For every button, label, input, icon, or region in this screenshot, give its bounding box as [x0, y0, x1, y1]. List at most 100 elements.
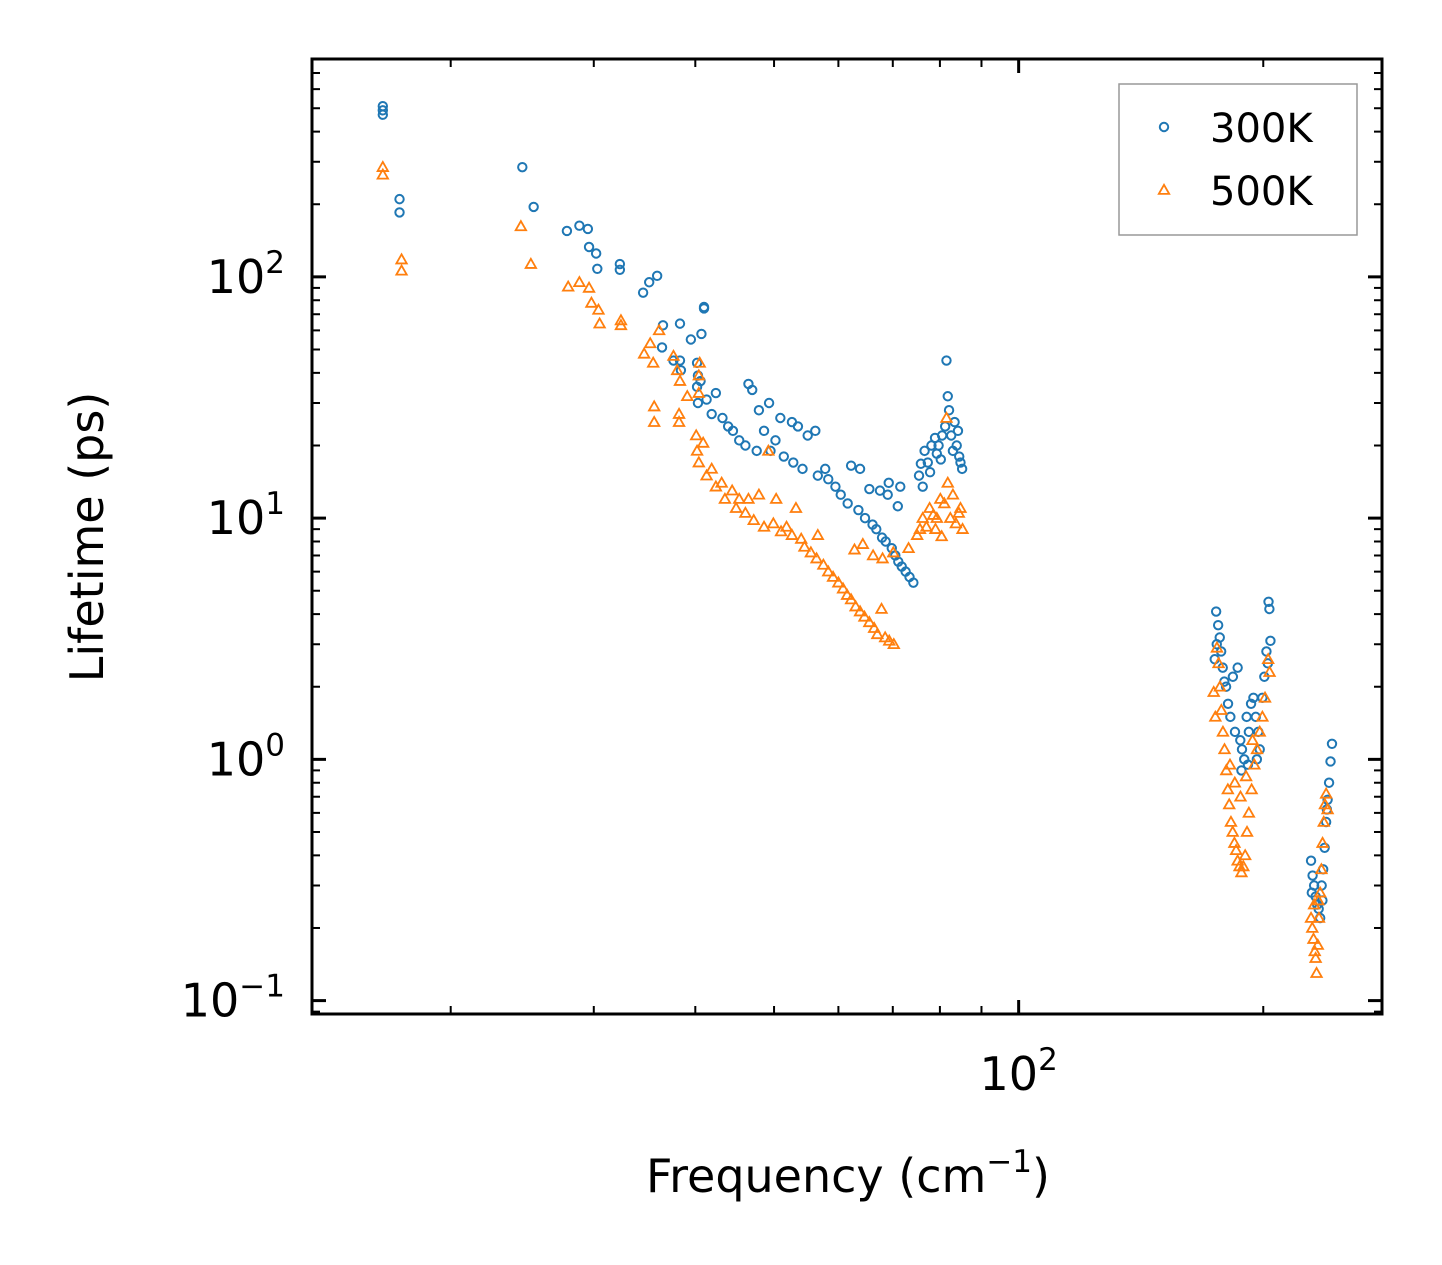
- series-500K: [376, 160, 1335, 978]
- data-point-500K: [882, 633, 896, 646]
- data-point-500K: [933, 491, 948, 504]
- data-point-300K: [696, 328, 707, 340]
- data-point-500K: [1315, 836, 1330, 848]
- data-point-300K: [1225, 711, 1236, 723]
- data-point-300K: [854, 463, 866, 475]
- data-point-500K: [1262, 665, 1277, 677]
- data-point-300K: [943, 405, 955, 416]
- data-point-500K: [797, 539, 812, 552]
- data-point-300K: [637, 287, 649, 298]
- data-point-300K: [394, 193, 405, 205]
- data-point-300K: [788, 457, 799, 468]
- data-point-300K: [955, 457, 966, 468]
- data-point-500K: [680, 389, 695, 402]
- data-point-300K: [1222, 698, 1234, 709]
- data-point-300K: [812, 470, 824, 481]
- data-point-300K: [1212, 619, 1224, 631]
- data-point-500K: [1210, 640, 1224, 653]
- data-point-500K: [1234, 865, 1249, 878]
- data-point-500K: [741, 491, 756, 504]
- data-point-500K: [853, 604, 867, 617]
- data-point-500K: [804, 545, 818, 558]
- data-point-300K: [942, 391, 953, 402]
- data-point-500K: [1258, 690, 1272, 703]
- data-point-500K: [1311, 937, 1325, 950]
- data-point-300K: [1232, 662, 1243, 673]
- data-point-300K: [842, 498, 853, 509]
- data-point-500K: [816, 557, 831, 570]
- data-point-500K: [1213, 679, 1227, 692]
- data-point-300K: [1264, 603, 1275, 615]
- data-point-300K: [1227, 671, 1239, 682]
- data-point-300K: [924, 466, 936, 478]
- data-point-300K: [919, 445, 930, 457]
- data-point-500K: [1229, 843, 1243, 856]
- data-point-500K: [831, 575, 846, 588]
- y-tick-label: 10−1: [181, 969, 285, 1028]
- data-point-300K: [1210, 606, 1222, 617]
- data-point-300K: [747, 384, 758, 396]
- data-point-500K: [1240, 824, 1254, 837]
- y-tick-label: 100: [207, 727, 285, 786]
- data-point-500K: [1250, 742, 1264, 755]
- data-point-300K: [674, 318, 686, 329]
- data-point-300K: [685, 334, 697, 345]
- axis-ticks: [312, 58, 1382, 1014]
- data-point-500K: [794, 531, 808, 544]
- data-point-500K: [1217, 742, 1232, 755]
- data-point-500K: [769, 491, 783, 504]
- data-point-300K: [698, 301, 710, 313]
- data-point-500K: [1309, 966, 1324, 978]
- data-point-500K: [857, 609, 872, 622]
- data-point-500K: [394, 252, 409, 265]
- data-point-500K: [1304, 910, 1318, 923]
- data-point-300K: [908, 577, 919, 588]
- data-point-500K: [670, 363, 684, 376]
- data-point-500K: [718, 491, 732, 504]
- data-point-500K: [761, 443, 776, 456]
- data-point-300K: [1236, 744, 1248, 755]
- data-point-500K: [646, 355, 660, 368]
- data-point-300K: [561, 225, 573, 237]
- data-point-300K: [820, 463, 831, 475]
- data-point-300K: [883, 477, 894, 489]
- data-point-300K: [517, 161, 528, 173]
- data-point-300K: [823, 473, 834, 485]
- data-point-300K: [880, 536, 891, 547]
- data-point-500K: [844, 592, 858, 605]
- data-point-500K: [1222, 797, 1236, 810]
- data-point-500K: [592, 316, 607, 329]
- data-point-300K: [394, 207, 405, 218]
- data-point-300K: [590, 248, 602, 259]
- data-point-500K: [821, 564, 835, 577]
- data-point-500K: [704, 461, 719, 474]
- data-point-300K: [1263, 596, 1274, 607]
- data-point-500K: [1308, 951, 1323, 963]
- data-point-500K: [928, 522, 943, 534]
- data-point-500K: [887, 637, 901, 650]
- plot-frame: [310, 57, 1384, 1016]
- data-point-300K: [954, 451, 965, 462]
- data-point-500K: [785, 528, 799, 540]
- data-point-500K: [1242, 805, 1256, 818]
- data-point-500K: [699, 468, 714, 481]
- data-point-500K: [1239, 769, 1253, 782]
- data-point-500K: [949, 516, 963, 529]
- data-point-500K: [1247, 757, 1262, 770]
- data-point-300K: [1214, 632, 1225, 643]
- data-point-500K: [1211, 656, 1226, 669]
- data-point-500K: [692, 368, 706, 381]
- data-point-500K: [826, 569, 840, 582]
- data-point-500K: [732, 491, 746, 504]
- data-point-300K: [763, 397, 775, 409]
- data-point-300K: [913, 470, 925, 481]
- data-point-300K: [853, 504, 864, 516]
- data-point-500K: [1314, 862, 1329, 875]
- data-point-300K: [710, 387, 722, 399]
- data-point-500K: [1255, 709, 1270, 722]
- data-point-300K: [753, 405, 765, 416]
- data-point-500K: [584, 295, 599, 308]
- data-point-500K: [874, 601, 889, 614]
- data-point-500K: [848, 599, 863, 612]
- data-point-300K: [377, 105, 389, 116]
